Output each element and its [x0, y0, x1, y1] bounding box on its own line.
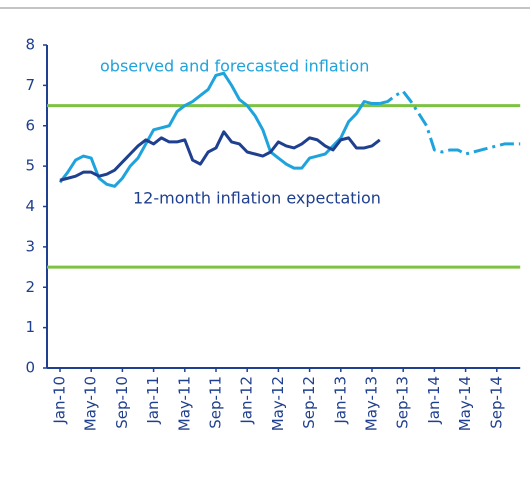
y-tick-label: 7 — [25, 76, 35, 94]
x-tick-label: Jan-14 — [425, 376, 443, 425]
y-tick-label: 8 — [25, 36, 35, 54]
y-tick-label: 4 — [25, 197, 35, 215]
x-tick-label: May-14 — [456, 376, 474, 431]
x-tick-label: Jan-12 — [238, 376, 256, 425]
x-tick-label: May-12 — [269, 376, 287, 431]
x-tick-label: Jan-11 — [144, 376, 162, 425]
x-tick-label: Sep-10 — [113, 376, 131, 429]
y-tick-label: 1 — [25, 318, 35, 336]
x-tick-label: Sep-14 — [487, 376, 505, 429]
series-label: observed and forecasted inflation — [100, 57, 369, 76]
y-tick-label: 2 — [25, 278, 35, 296]
x-tick-label: Sep-13 — [394, 376, 412, 429]
x-tick-label: Jan-10 — [51, 376, 69, 425]
x-tick-label: Sep-11 — [207, 376, 225, 429]
x-tick-label: Jan-13 — [331, 376, 349, 425]
series-line — [379, 89, 521, 156]
y-tick-label: 0 — [25, 359, 35, 377]
y-tick-label: 6 — [25, 116, 35, 134]
series-line — [59, 130, 381, 182]
y-tick-label: 3 — [25, 237, 35, 255]
x-tick-label: May-11 — [175, 376, 193, 431]
x-tick-label: May-13 — [363, 376, 381, 431]
series-label: 12-month inflation expectation — [133, 189, 381, 208]
x-tick-label: Sep-12 — [300, 376, 318, 429]
x-tick-label: May-10 — [82, 376, 100, 431]
series-line — [58, 71, 380, 188]
y-tick-label: 5 — [25, 157, 35, 175]
